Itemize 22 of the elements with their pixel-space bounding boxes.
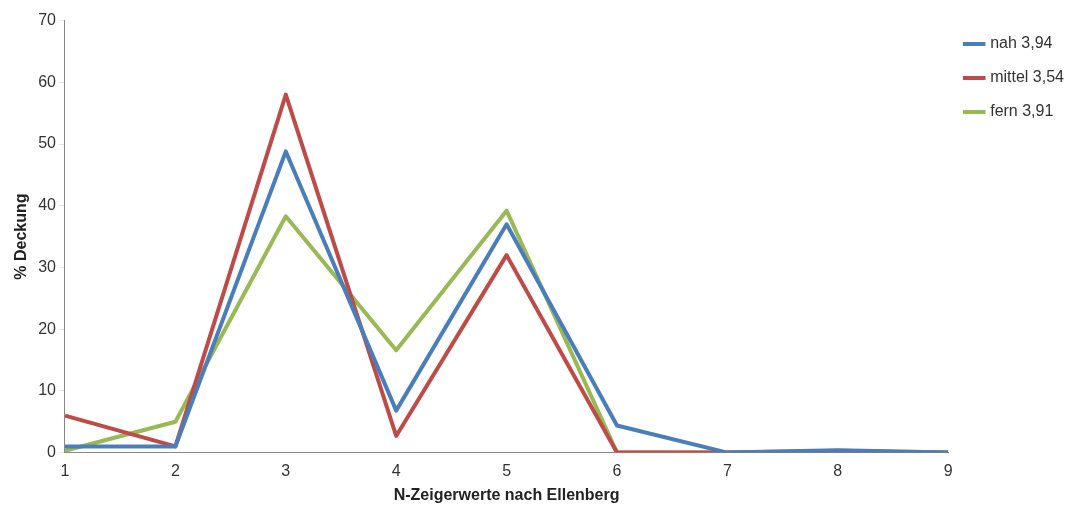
x-tick-label: 5 xyxy=(502,461,512,479)
legend-label: fern 3,91 xyxy=(990,102,1054,120)
y-tick-label: 60 xyxy=(38,72,57,90)
x-tick-label: 1 xyxy=(60,461,70,479)
legend-label: nah 3,94 xyxy=(990,34,1053,52)
y-tick-label: 30 xyxy=(38,257,57,275)
y-axis-title: % Deckung xyxy=(12,193,30,280)
x-tick-label: 4 xyxy=(391,461,401,479)
x-axis-title: N-Zeigerwerte nach Ellenberg xyxy=(393,485,620,503)
y-tick-label: 50 xyxy=(38,134,57,152)
x-tick-label: 6 xyxy=(612,461,622,479)
x-tick-label: 8 xyxy=(833,461,843,479)
y-tick-label: 10 xyxy=(38,381,57,399)
legend-label: mittel 3,54 xyxy=(990,68,1065,86)
x-tick-label: 2 xyxy=(170,461,180,479)
x-tick-label: 9 xyxy=(943,461,953,479)
y-tick-label: 40 xyxy=(38,196,57,214)
y-tick-label: 0 xyxy=(47,443,57,461)
y-tick-label: 70 xyxy=(38,11,57,29)
x-tick-label: 7 xyxy=(722,461,732,479)
x-tick-label: 3 xyxy=(281,461,291,479)
y-tick-label: 20 xyxy=(38,319,57,337)
